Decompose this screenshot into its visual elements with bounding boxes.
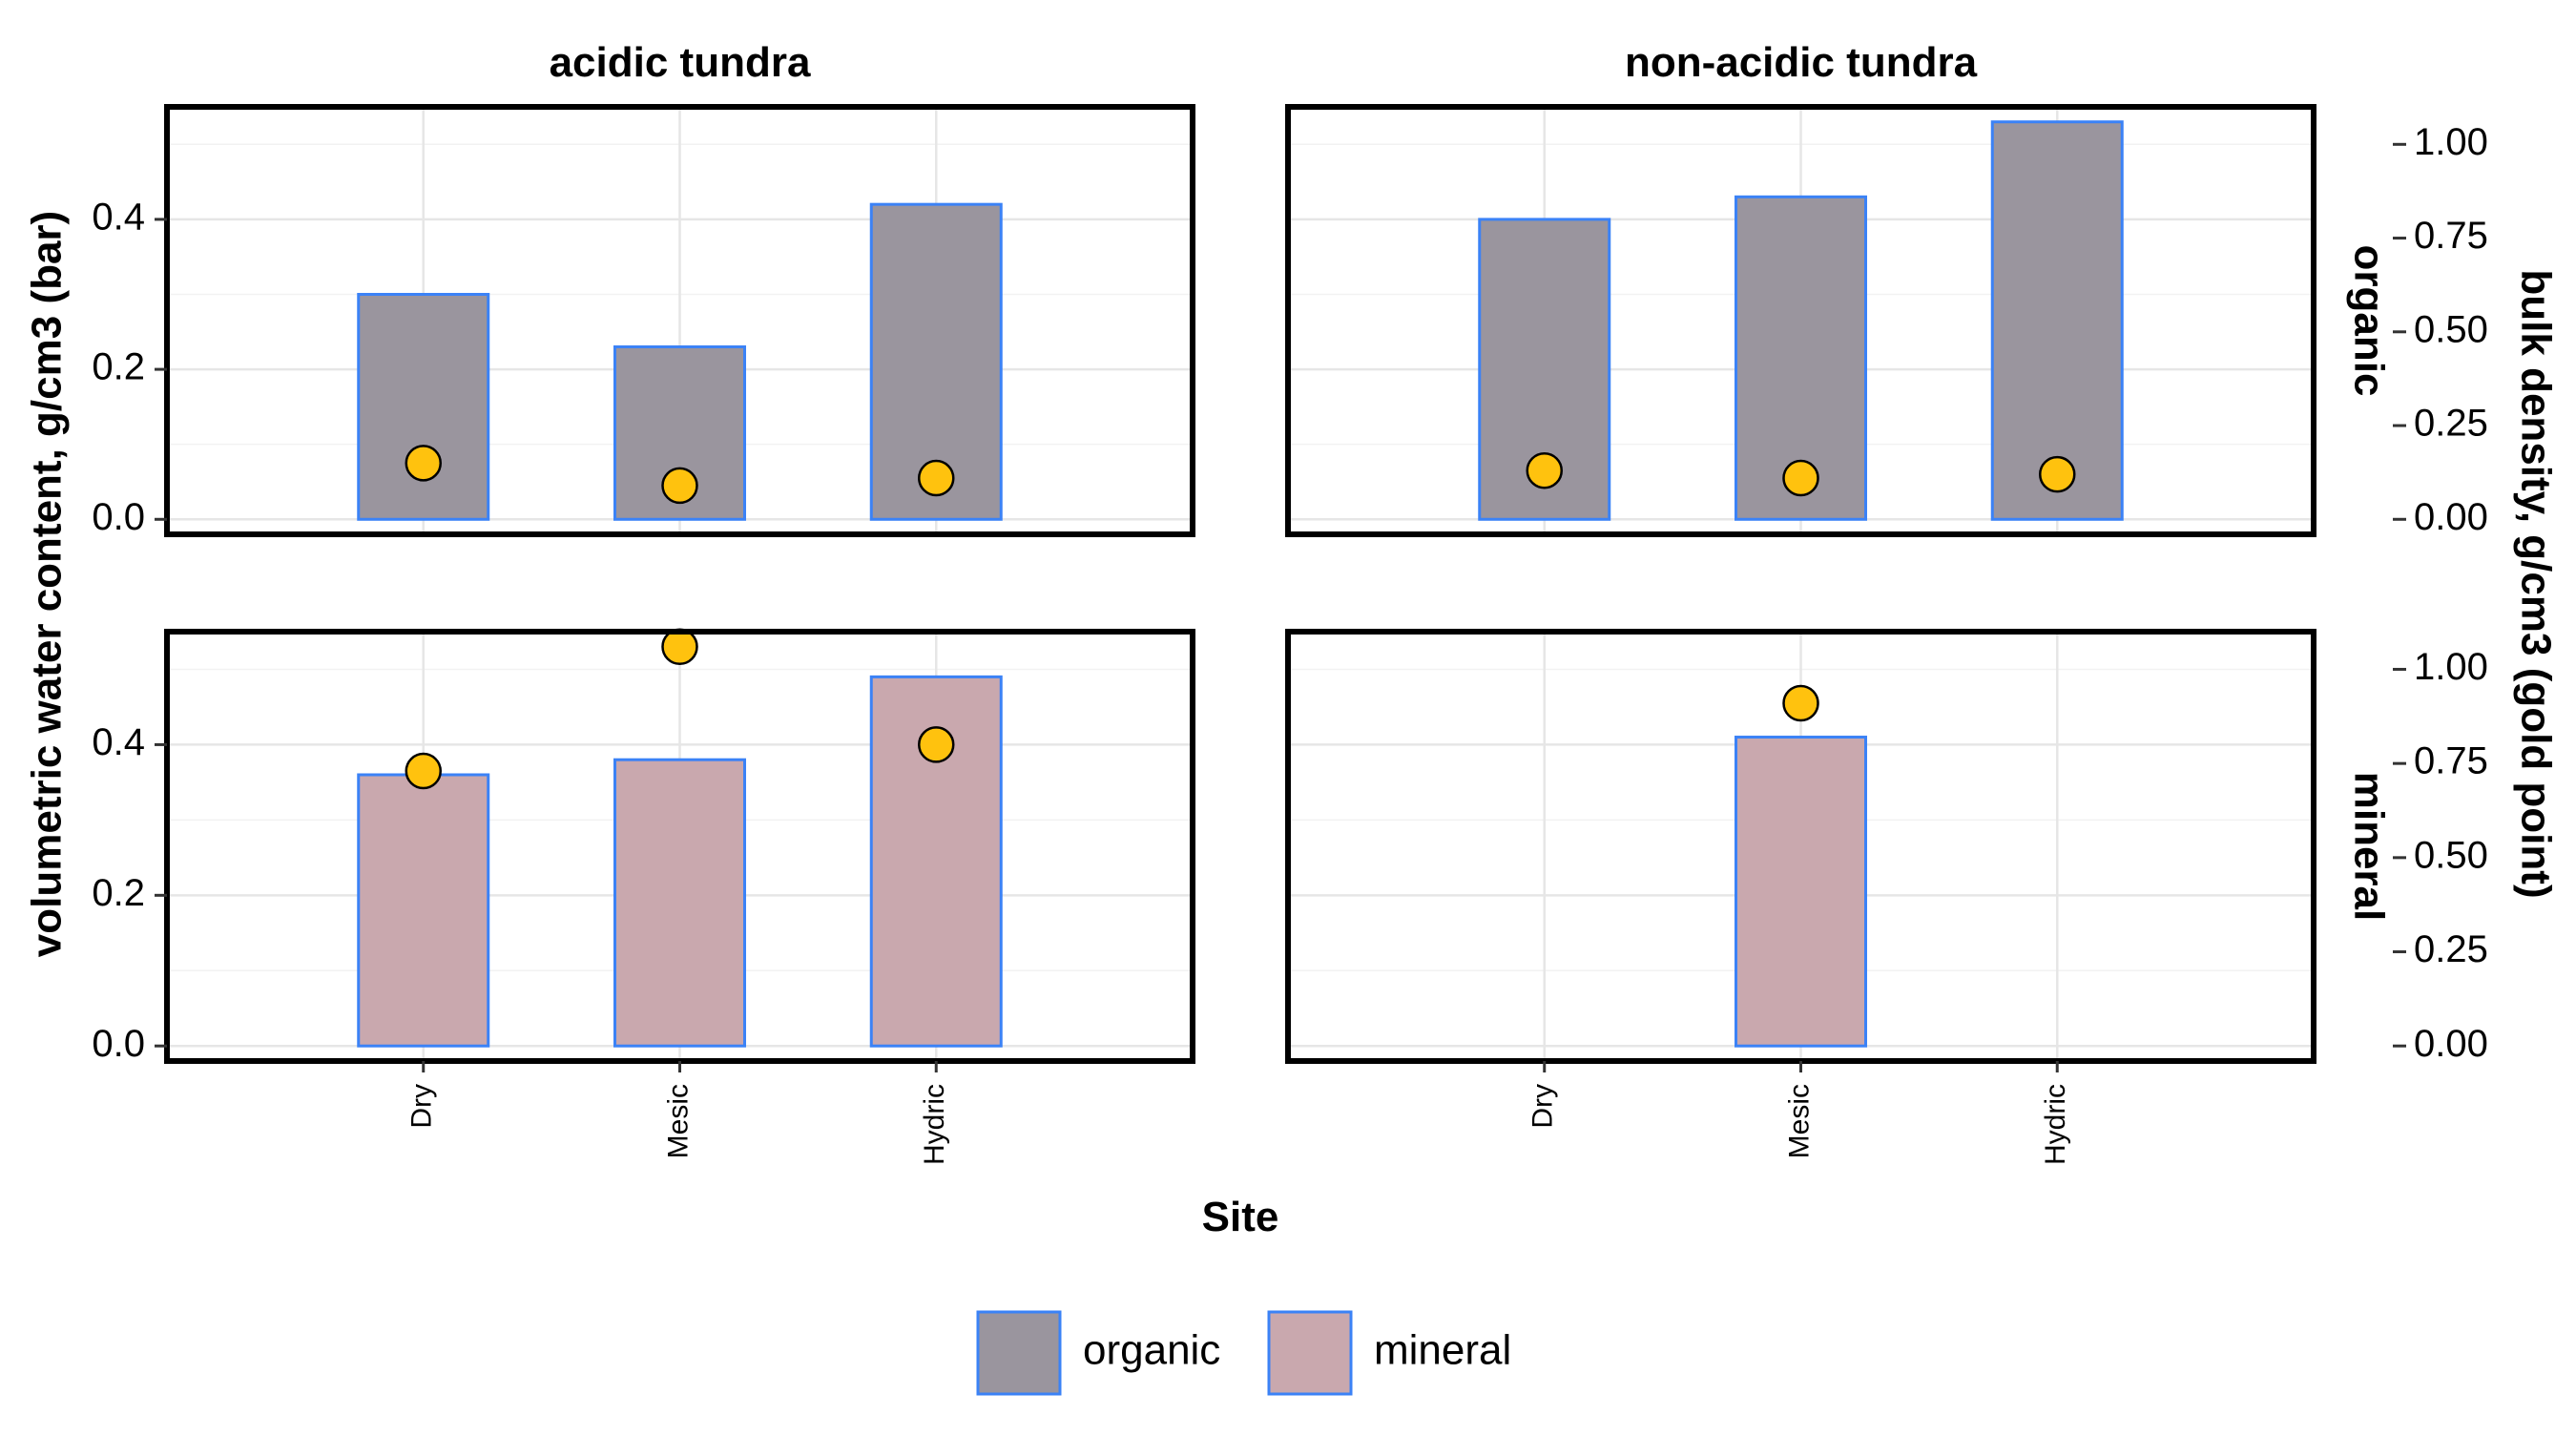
y2-tick-label: 0.00 [2414, 496, 2488, 538]
y2-tick-label: 0.75 [2414, 215, 2488, 257]
facet-column-title: non-acidic tundra [1625, 39, 1978, 86]
legend-label-organic: organic [1083, 1327, 1220, 1374]
y-tick-label: 0.4 [92, 196, 145, 238]
x-tick-label: Hydric [919, 1084, 950, 1165]
legend-key-organic [976, 1310, 1062, 1396]
bar-mesic [1735, 736, 1867, 1048]
point-dry [1526, 451, 1563, 489]
y-axis-title: volumetric water content, g/cm3 (bar) [24, 211, 71, 957]
y2-tick-label: 0.75 [2414, 740, 2488, 782]
legend-label-mineral: mineral [1374, 1327, 1511, 1374]
x-tick-label: Mesic [662, 1084, 694, 1158]
panel-organic-acidic [164, 104, 1195, 537]
y-tick-label: 0.0 [92, 496, 145, 538]
y-tick-label: 0.2 [92, 872, 145, 914]
x-tick-label: Dry [406, 1084, 438, 1129]
panel-mineral-non-acidic [1285, 629, 2316, 1064]
y2-tick-label: 0.25 [2414, 403, 2488, 445]
facet-row-label: organic [2345, 245, 2392, 397]
point-hydric [918, 459, 955, 497]
bar-mesic [1735, 195, 1867, 521]
x-tick-label: Hydric [2040, 1084, 2071, 1165]
panel-organic-non-acidic [1285, 104, 2316, 537]
axes-layer: acidic tundra non-acidic tundra organic min… [24, 39, 2560, 1240]
panels-layer [164, 104, 2316, 1064]
y-tick-label: 0.0 [92, 1023, 145, 1065]
panel-mineral-acidic [164, 628, 1195, 1064]
point-hydric [2039, 455, 2076, 493]
y2-tick-label: 0.00 [2414, 1023, 2488, 1065]
x-tick-label: Dry [1527, 1084, 1559, 1129]
x-tick-label: Mesic [1783, 1084, 1815, 1158]
bar-mesic [613, 758, 746, 1048]
y2-tick-label: 0.50 [2414, 834, 2488, 876]
legend-key-mineral [1267, 1310, 1353, 1396]
legend-layer: organic mineral [976, 1310, 1511, 1396]
point-mesic [661, 628, 698, 666]
point-mesic [1782, 459, 1819, 497]
y2-tick-label: 1.00 [2414, 646, 2488, 688]
bar-hydric [1990, 120, 2124, 521]
point-dry [405, 445, 442, 482]
bar-dry [357, 773, 490, 1048]
y2-axis-title: bulk density, g/cm3 (gold point) [2512, 269, 2559, 898]
x-axis-title: Site [1202, 1194, 1279, 1240]
y2-tick-label: 1.00 [2414, 121, 2488, 163]
point-mesic [661, 467, 698, 505]
bar-dry [357, 292, 490, 521]
y2-tick-label: 0.25 [2414, 928, 2488, 970]
panel-border [164, 104, 1195, 537]
point-dry [405, 752, 442, 790]
panel-border [1285, 104, 2316, 537]
y2-tick-label: 0.50 [2414, 308, 2488, 350]
facet-row-label: mineral [2345, 772, 2392, 922]
point-hydric [918, 726, 955, 763]
facet-column-title: acidic tundra [550, 39, 811, 86]
y-tick-label: 0.2 [92, 346, 145, 388]
point-mesic [1782, 684, 1819, 722]
y-tick-label: 0.4 [92, 721, 145, 763]
